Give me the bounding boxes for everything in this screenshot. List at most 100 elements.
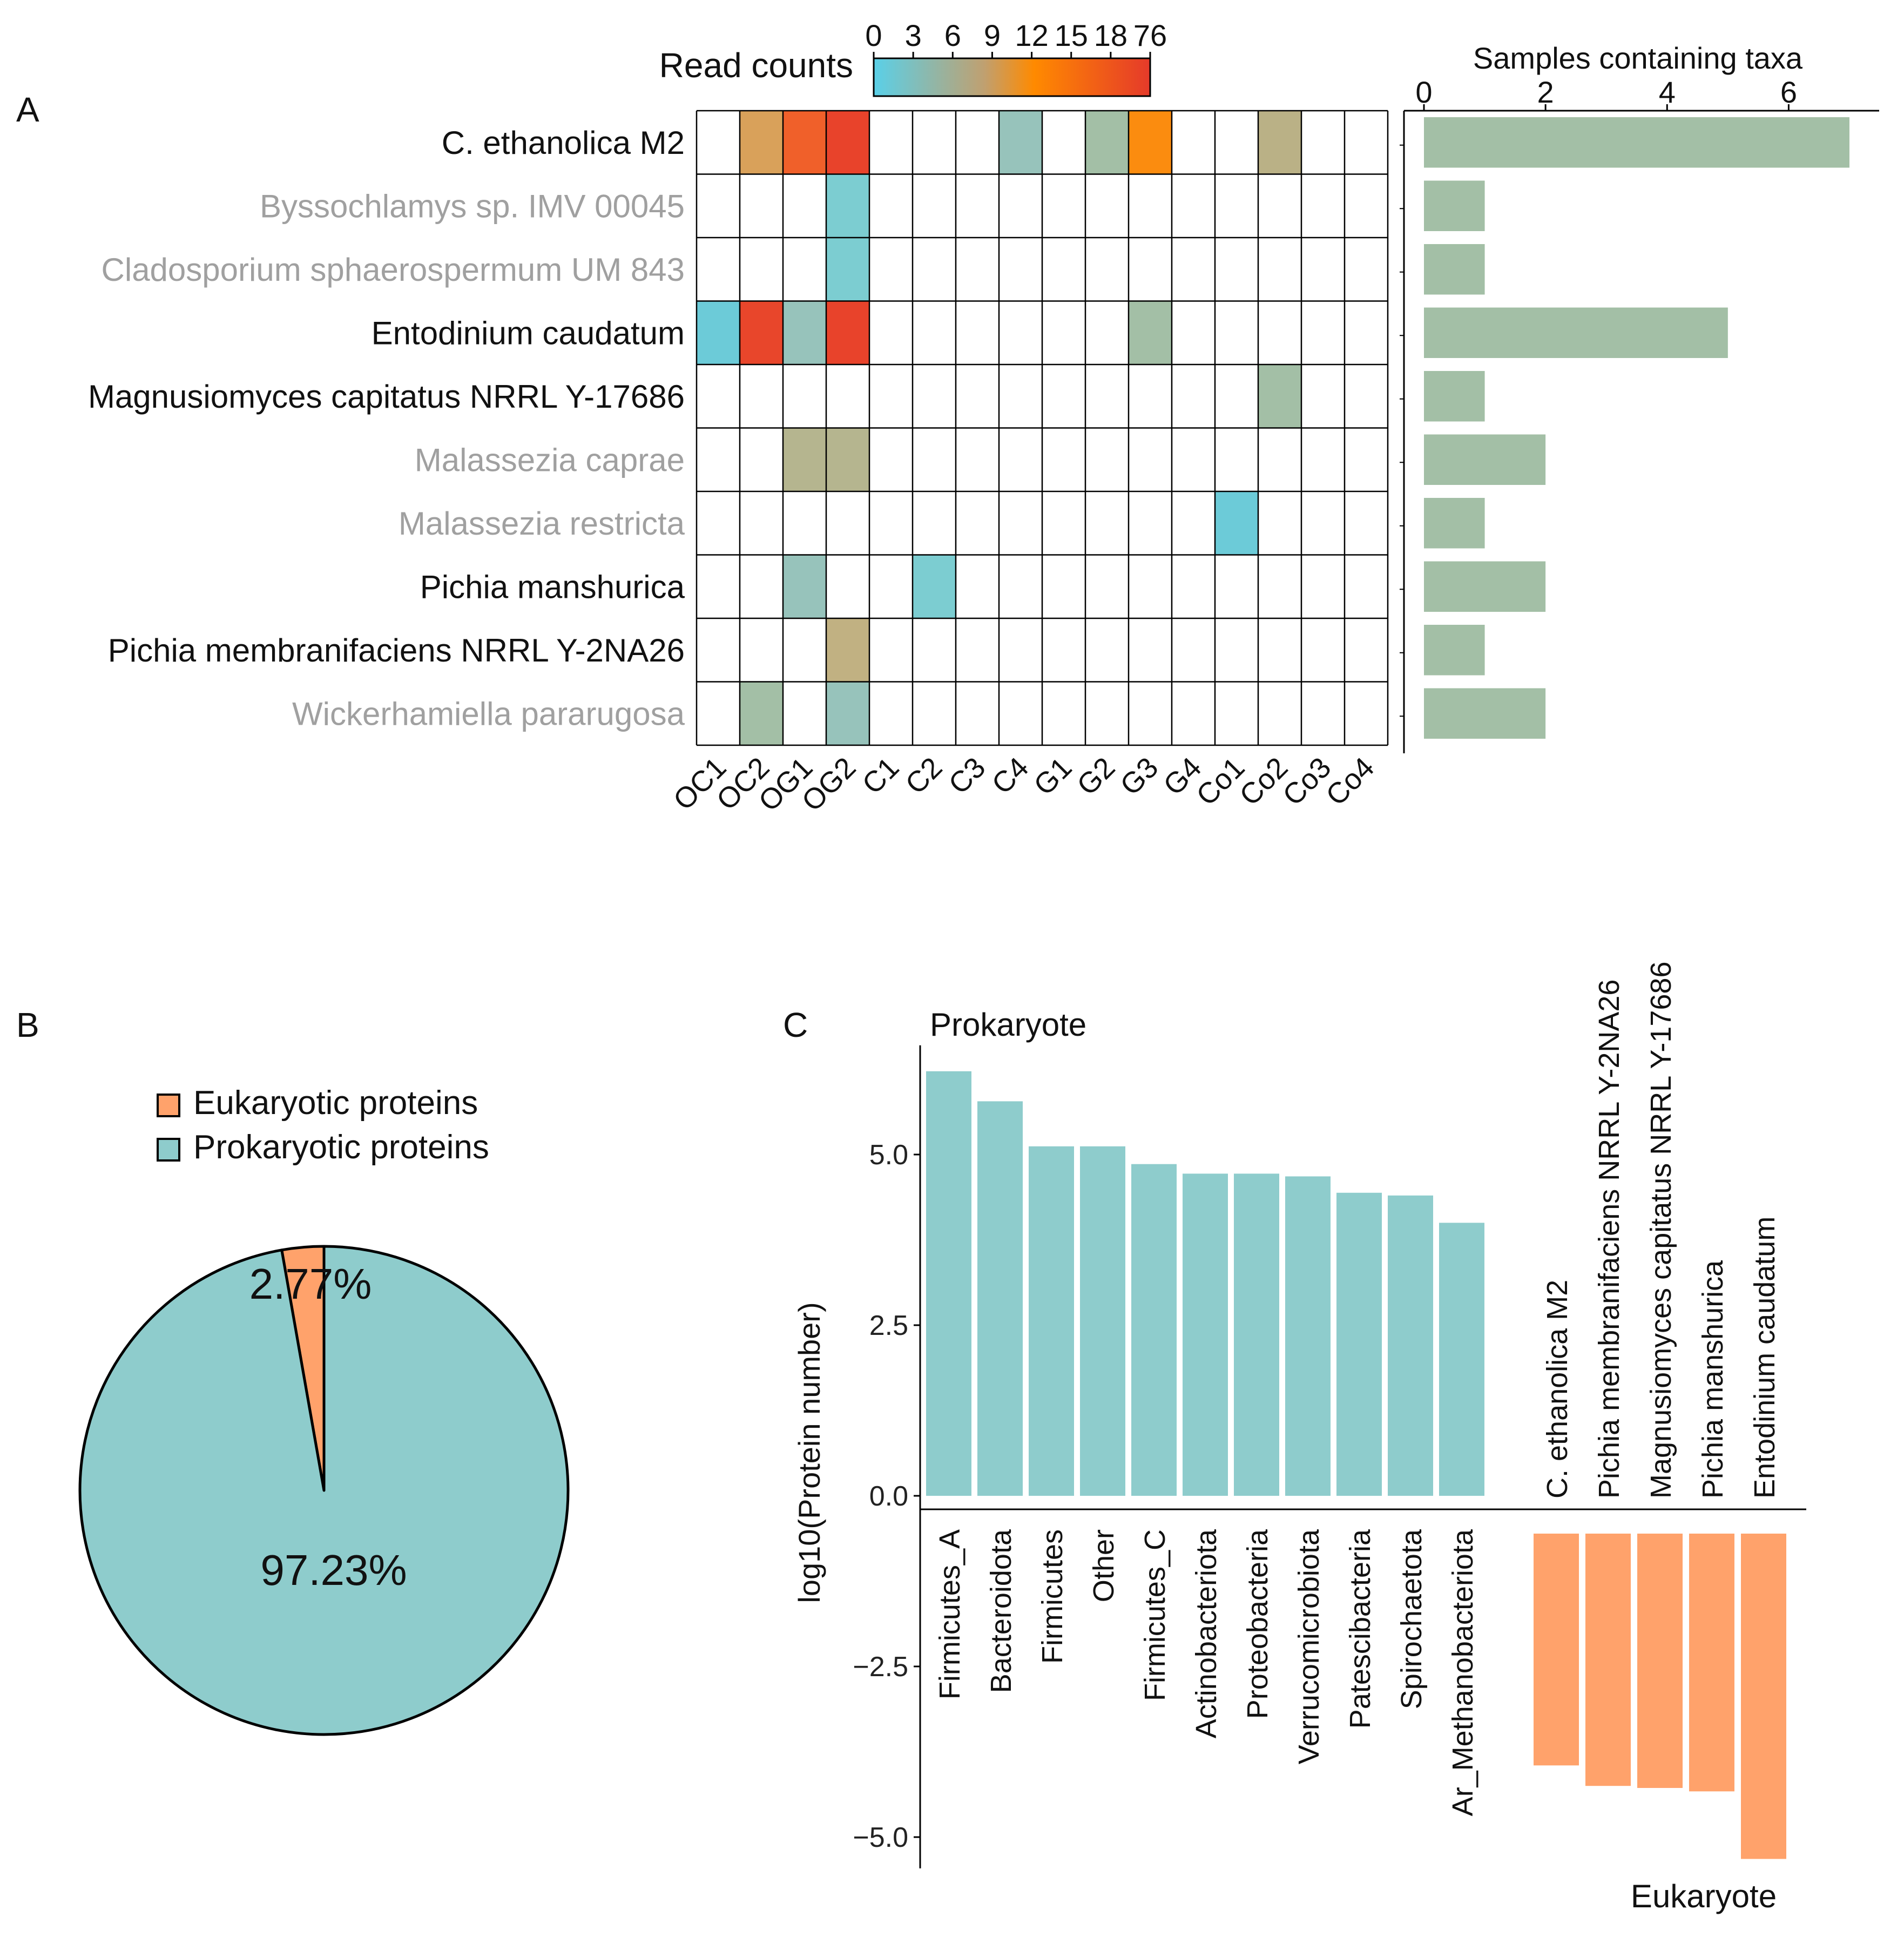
prokaryote-bar xyxy=(1131,1164,1177,1496)
sample-label: G2 xyxy=(1071,751,1121,801)
eukaryote-category-label: Entodinium caudatum xyxy=(1748,1217,1781,1499)
samples-bar-tick-label: 0 xyxy=(1415,75,1432,109)
prokaryote-category-label: Bacteroidota xyxy=(985,1529,1017,1693)
sample-label: G1 xyxy=(1028,751,1078,801)
prokaryote-category-label: Verrucomicrobiota xyxy=(1293,1529,1325,1764)
legend-tick-label: 0 xyxy=(865,18,882,52)
protein-bar-panel: 5.0 2.5 0.0 −2.5 −5.0 Firmicutes_A Bacteroidot… xyxy=(853,961,1806,1868)
taxon-label: Malassezia caprae xyxy=(415,442,685,478)
taxon-label: Entodinium caudatum xyxy=(372,315,685,351)
eukaryote-bar xyxy=(1689,1534,1734,1792)
samples-bar xyxy=(1424,180,1485,231)
heatmap-cell xyxy=(697,301,740,365)
taxon-label: Pichia manshurica xyxy=(420,569,685,605)
samples-bar xyxy=(1424,307,1728,358)
prokaryote-category-label: Spirochaetota xyxy=(1395,1529,1428,1709)
heatmap-cell xyxy=(1258,365,1301,428)
heatmap-cell xyxy=(826,174,869,238)
prokaryote-bar xyxy=(1029,1146,1074,1496)
pie-panel: 2.77% 97.23% Eukaryotic proteins Prokaryoti… xyxy=(78,1084,570,1736)
prokaryote-bar xyxy=(1080,1146,1125,1496)
taxon-label: Magnusiomyces capitatus NRRL Y-17686 xyxy=(88,379,685,415)
heatmap-cell xyxy=(826,681,869,745)
eukaryote-bar xyxy=(1741,1534,1786,1859)
taxon-label: Byssochlamys sp. IMV 00045 xyxy=(260,188,685,224)
prokaryote-bar xyxy=(1336,1192,1382,1496)
heatmap-legend: 0 3 6 9 12 15 18 76 xyxy=(865,18,1167,97)
heatmap-cell xyxy=(913,555,956,618)
legend-tick-label: 9 xyxy=(984,18,1001,52)
taxon-label: Cladosporium sphaerospermum UM 843 xyxy=(102,252,685,288)
heatmap-cell xyxy=(783,111,826,174)
protein-y-tick-label: 2.5 xyxy=(869,1310,908,1341)
legend-tick-label: 18 xyxy=(1094,18,1127,52)
samples-bar xyxy=(1424,244,1485,295)
protein-y-tick-label: −5.0 xyxy=(853,1822,908,1853)
heatmap-cell xyxy=(826,111,869,174)
prokaryote-bar xyxy=(1439,1223,1484,1496)
heatmap-cell xyxy=(783,555,826,618)
sample-label: C2 xyxy=(899,751,948,800)
heatmap-cell xyxy=(1129,111,1172,174)
samples-bar xyxy=(1424,625,1485,676)
legend-tick-label: 12 xyxy=(1015,18,1048,52)
prokaryote-bar xyxy=(926,1071,971,1496)
samples-bar-tick-label: 6 xyxy=(1780,75,1797,109)
samples-bar xyxy=(1424,434,1546,485)
prokaryote-bar xyxy=(1234,1173,1279,1496)
protein-y-tick-label: −2.5 xyxy=(853,1651,908,1683)
samples-bar-panel: 0 2 4 6 xyxy=(1400,75,1879,753)
eukaryote-bar xyxy=(1585,1534,1631,1786)
samples-bar-title: Samples containing taxa xyxy=(1473,41,1803,75)
heatmap-cell xyxy=(783,428,826,491)
prokaryote-category-label: Firmicutes xyxy=(1036,1529,1069,1664)
prokaryote-bar xyxy=(1183,1173,1228,1496)
legend-tick-label: 3 xyxy=(905,18,922,52)
prokaryote-category-label: Ar_Methanobacteriota xyxy=(1447,1529,1479,1816)
heatmap-cell xyxy=(826,618,869,682)
eukaryote-category-label: Pichia manshurica xyxy=(1697,1260,1729,1499)
taxon-label: C. ethanolica M2 xyxy=(442,125,685,161)
pie-label-prokaryotic: 97.23% xyxy=(260,1546,407,1594)
heatmap-cell xyxy=(740,301,783,365)
prokaryote-title: Prokaryote xyxy=(930,1007,1086,1043)
samples-bar xyxy=(1424,561,1546,612)
heatmap-cell xyxy=(783,301,826,365)
pie-legend-label: Eukaryotic proteins xyxy=(193,1084,478,1122)
eukaryote-bar xyxy=(1534,1534,1579,1766)
heatmap-cell xyxy=(1085,111,1129,174)
heatmap-legend-title: Read counts xyxy=(659,46,853,85)
prokaryote-category-label: Firmicutes_A xyxy=(934,1529,966,1699)
prokaryote-bar xyxy=(1388,1195,1433,1496)
sample-label: C1 xyxy=(856,751,905,800)
heatmap-cell xyxy=(740,111,783,174)
samples-bar xyxy=(1424,371,1485,422)
samples-bar xyxy=(1424,688,1546,739)
taxon-label: Wickerhamiella pararugosa xyxy=(292,696,685,732)
eukaryote-category-label: C. ethanolica M2 xyxy=(1541,1280,1574,1499)
heatmap-panel: C. ethanolica M2 Byssochlamys sp. IMV 000… xyxy=(88,110,1389,818)
prokaryote-category-label: Patescibacteria xyxy=(1344,1529,1376,1729)
prokaryote-bar xyxy=(1285,1176,1331,1496)
prokaryote-category-label: Actinobacteriota xyxy=(1190,1529,1223,1738)
panel-label-b: B xyxy=(16,1005,39,1044)
protein-y-tick-label: 5.0 xyxy=(869,1139,908,1171)
protein-y-tick-label: 0.0 xyxy=(869,1481,908,1512)
pie-legend-swatch xyxy=(157,1094,180,1117)
sample-label: C4 xyxy=(985,751,1035,800)
sample-label: C3 xyxy=(942,751,991,800)
eukaryote-bar xyxy=(1637,1534,1683,1788)
pie-legend-swatch xyxy=(157,1138,180,1162)
sample-label: Co4 xyxy=(1320,751,1380,812)
prokaryote-bar xyxy=(977,1101,1023,1496)
legend-tick-label: 6 xyxy=(944,18,961,52)
legend-tick-label: 15 xyxy=(1055,18,1088,52)
samples-bar-tick-label: 2 xyxy=(1537,75,1554,109)
panel-label-c: C xyxy=(783,1005,808,1044)
eukaryote-category-label: Magnusiomyces capitatus NRRL Y-17686 xyxy=(1645,961,1677,1499)
eukaryote-title: Eukaryote xyxy=(1631,1878,1777,1914)
sample-label: G3 xyxy=(1114,751,1164,801)
pie-slice xyxy=(78,1245,570,1736)
heatmap-cell xyxy=(1129,301,1172,365)
